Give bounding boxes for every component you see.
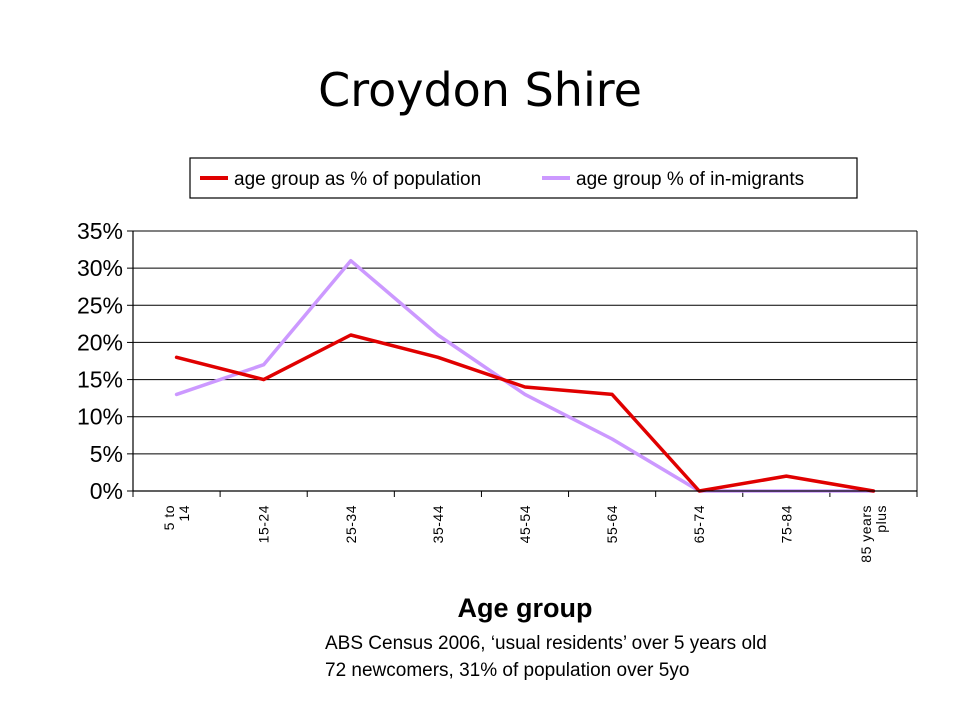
x-tick-label: 35-44 (430, 505, 446, 543)
footnote: ABS Census 2006, ‘usual residents’ over … (325, 630, 945, 684)
chart-axes (132, 231, 918, 492)
x-tick-label: 15-24 (256, 505, 272, 543)
x-tick-label: 14 (176, 505, 192, 522)
x-tick-label: 25-34 (343, 505, 359, 543)
x-tick-label: plus (873, 505, 889, 533)
chart-gridlines (133, 230, 917, 455)
x-tick-label-group: 35-44 (430, 505, 446, 543)
x-tick-label: 45-54 (517, 505, 533, 543)
x-tick-label-group: 5 to 14 (161, 505, 192, 530)
y-tick-label: 5% (90, 441, 123, 467)
x-tick-label: 75-84 (778, 505, 794, 543)
x-tick-label-group: 55-64 (604, 505, 620, 543)
chart-series (174, 258, 876, 493)
x-tick-label-group: 65-74 (691, 505, 707, 543)
y-axis-ticks: 0% 5% 10% 15% 20% 25% 30% 35% (77, 218, 133, 504)
footnote-line-2: 72 newcomers, 31% of population over 5yo (325, 660, 690, 681)
y-tick-label: 10% (77, 404, 123, 430)
legend-box (189, 157, 858, 199)
chart-legend: age group as % of population age group % … (189, 157, 858, 199)
slide-title: Croydon Shire (318, 63, 642, 117)
y-tick-label: 0% (90, 478, 123, 504)
y-tick-label: 35% (77, 218, 123, 244)
legend-label: age group % of in-migrants (576, 169, 804, 190)
x-tick-label-group: 45-54 (517, 505, 533, 543)
x-tick-label: 65-74 (691, 505, 707, 543)
x-tick-label-group: 85 years plus (858, 505, 889, 563)
y-tick-label: 25% (77, 292, 123, 318)
x-tick-label-group: 25-34 (343, 505, 359, 543)
x-axis-title: Age group (458, 593, 593, 623)
y-tick-label: 15% (77, 367, 123, 393)
footnote-line-1: ABS Census 2006, ‘usual residents’ over … (325, 633, 767, 654)
x-axis-ticks: 5 to 14 15-24 25-34 35-44 45-54 55-64 65-74 75-8… (132, 491, 918, 563)
legend-label: age group as % of population (234, 169, 481, 190)
x-tick-label-group: 75-84 (778, 505, 794, 543)
y-tick-label: 30% (77, 255, 123, 281)
series-line-age-group-as-of-population (174, 333, 876, 493)
x-tick-label: 85 years (858, 505, 874, 563)
x-tick-label-group: 15-24 (256, 505, 272, 543)
x-tick-label: 5 to (161, 505, 177, 530)
y-tick-label: 20% (77, 329, 123, 355)
series-line-age-group-of-in-migrants (174, 258, 876, 493)
x-tick-label: 55-64 (604, 505, 620, 543)
